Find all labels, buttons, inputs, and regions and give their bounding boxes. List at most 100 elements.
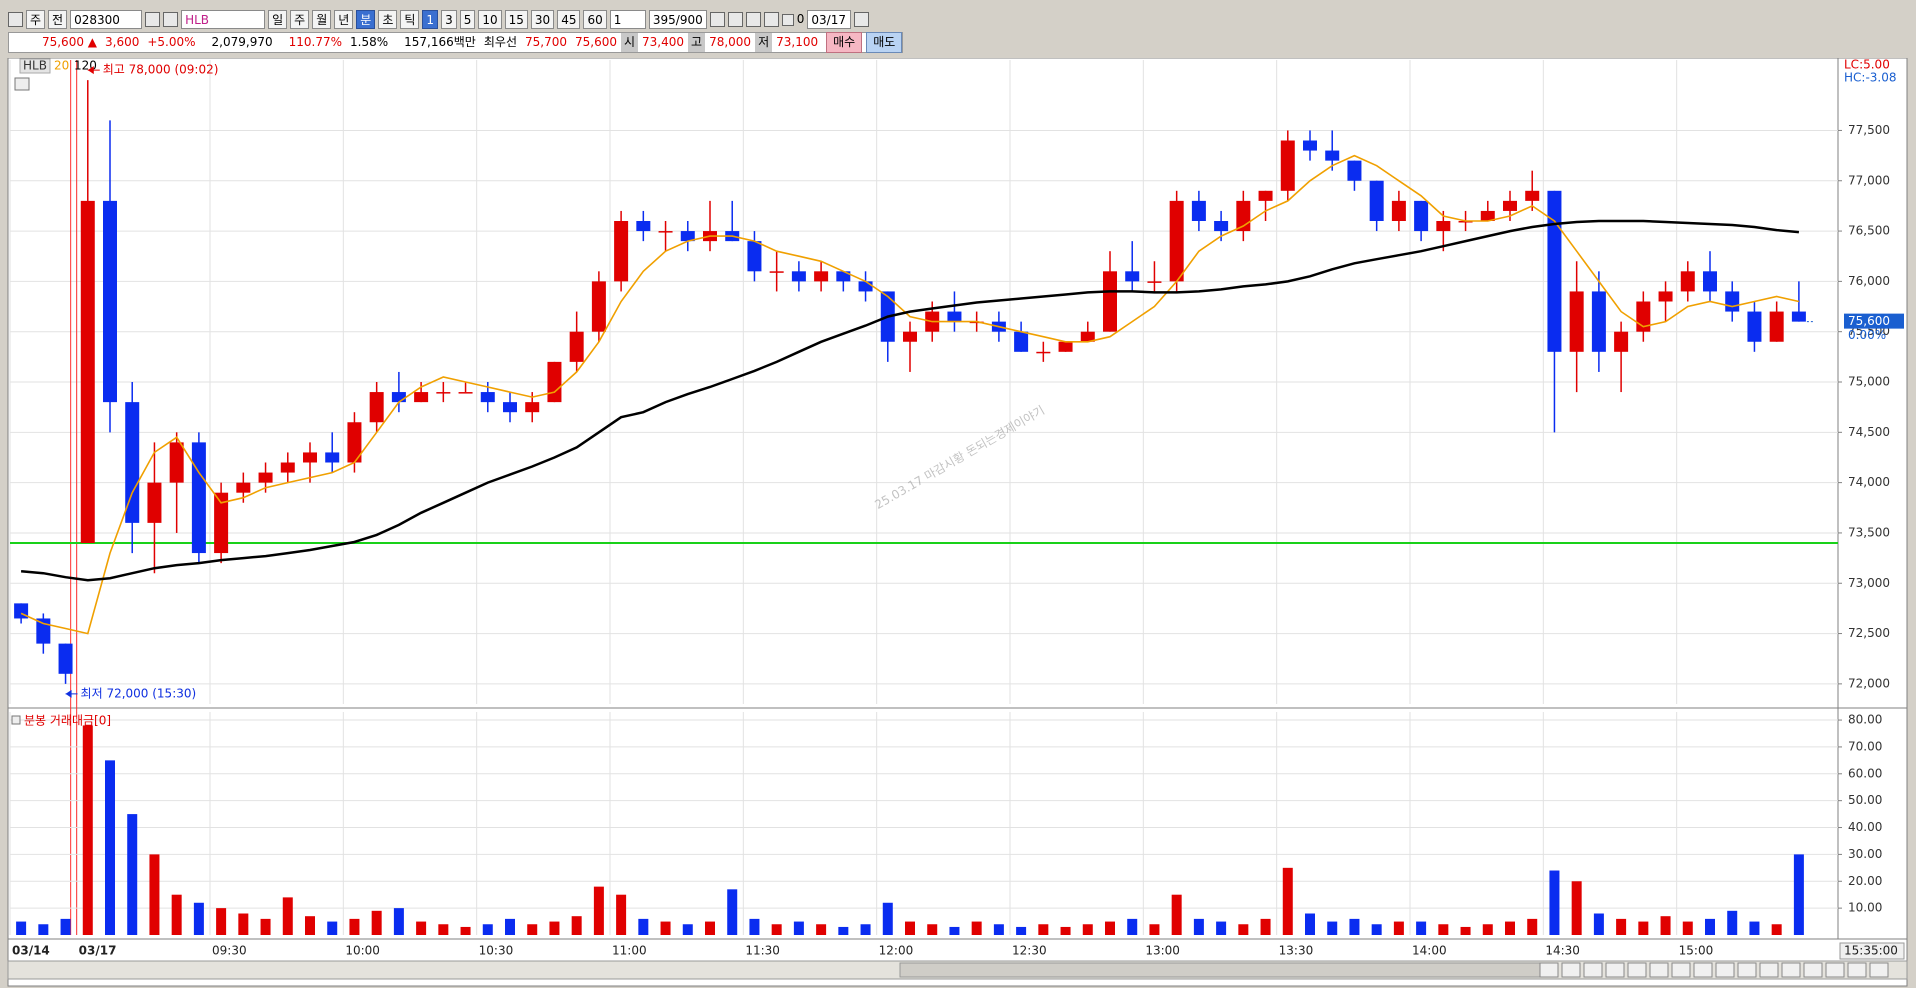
scroll-button[interactable] <box>1781 962 1801 978</box>
volume-bar <box>1660 916 1671 935</box>
tool-icon[interactable] <box>745 12 761 27</box>
candle-body <box>1503 200 1517 211</box>
volume-bar <box>371 910 382 935</box>
volume-bar <box>1105 921 1115 935</box>
scroll-button[interactable] <box>1561 962 1581 978</box>
code-input[interactable]: 028300 <box>70 10 143 29</box>
volume-bar <box>1549 870 1560 935</box>
scroll-button[interactable] <box>1539 962 1559 978</box>
date-box[interactable]: 03/17 <box>807 10 852 29</box>
checkbox[interactable] <box>781 13 794 26</box>
x-tick-label: 03/14 <box>12 944 50 958</box>
volume-bar <box>1171 894 1182 935</box>
sell-button[interactable]: 매도 <box>866 32 903 53</box>
period-button[interactable]: 초 <box>378 10 398 29</box>
period-button[interactable]: 일 <box>268 10 288 29</box>
interval-button[interactable]: 45 <box>557 10 581 29</box>
interval-button[interactable]: 60 <box>583 10 607 29</box>
candle-body <box>169 442 184 483</box>
volume-bar <box>505 918 515 935</box>
volume-bar <box>127 814 138 935</box>
high-label: 고 <box>688 33 706 52</box>
sound-icon[interactable] <box>163 12 179 27</box>
y-tick-label: 70.00 <box>1848 739 1882 753</box>
low: 73,100 <box>776 35 819 49</box>
volume-bar <box>238 913 249 935</box>
volume-bar <box>993 924 1004 935</box>
y-tick-label: 30.00 <box>1848 847 1882 861</box>
period-button[interactable]: 년 <box>334 10 354 29</box>
scroll-button[interactable] <box>1583 962 1603 978</box>
interval-button[interactable]: 30 <box>530 10 555 29</box>
volume-bar <box>1460 926 1471 935</box>
y-tick-label: 50.00 <box>1848 793 1882 807</box>
volume-bar <box>1793 854 1804 935</box>
volume-bar <box>1305 913 1315 935</box>
scroll-button[interactable] <box>1847 962 1867 978</box>
interval-button[interactable]: 10 <box>478 10 502 29</box>
volume-bar <box>149 854 160 935</box>
x-tick-label: 13:00 <box>1145 944 1180 958</box>
annotation-arrow <box>65 689 72 698</box>
candle-body <box>814 271 829 282</box>
volume-bar <box>682 924 693 935</box>
tool-icon[interactable] <box>709 12 725 27</box>
prev-button[interactable]: 전 <box>48 10 68 29</box>
scroll-button[interactable] <box>1693 962 1713 978</box>
buy-button[interactable]: 매수 <box>826 32 863 53</box>
calendar-icon[interactable] <box>854 12 870 27</box>
interval-button[interactable]: 1 <box>422 10 439 29</box>
scroll-button[interactable] <box>1825 962 1845 978</box>
volume-bar <box>1416 921 1427 935</box>
icon[interactable] <box>8 12 23 27</box>
scroll-button[interactable] <box>1715 962 1735 978</box>
scroll-button[interactable] <box>1803 962 1823 978</box>
x-tick-label: 12:00 <box>879 944 914 958</box>
candle-body <box>547 361 562 403</box>
search-icon[interactable] <box>145 12 161 27</box>
amount: 157,166백만 <box>404 35 476 49</box>
period-button[interactable]: 월 <box>312 10 332 29</box>
candle-body <box>1791 311 1806 322</box>
name-box[interactable]: HLB <box>181 10 266 29</box>
period-button[interactable]: 분 <box>356 10 376 29</box>
period-button[interactable]: 틱 <box>400 10 420 29</box>
volume-bar <box>816 924 827 935</box>
candle-body <box>480 392 495 403</box>
tool-icon[interactable] <box>727 12 743 27</box>
interval-button[interactable]: 5 <box>459 10 476 29</box>
volume-bar <box>1571 881 1582 935</box>
annotation-arrow <box>87 66 94 75</box>
candle-body <box>436 392 451 394</box>
scroll-button[interactable] <box>1759 962 1779 978</box>
count-box[interactable]: 395/900 <box>648 10 707 29</box>
volume-bar <box>105 760 115 935</box>
volume-bar <box>1371 924 1382 935</box>
y-tick-label: 74,000 <box>1848 475 1890 489</box>
tool-icon[interactable] <box>763 12 779 27</box>
scroll-button[interactable] <box>1737 962 1757 978</box>
candle-body <box>391 392 406 403</box>
scroll-button[interactable] <box>1649 962 1669 978</box>
legend-box <box>19 58 51 74</box>
interval-button[interactable]: 15 <box>504 10 528 29</box>
y-tick-label: 77,000 <box>1848 173 1890 187</box>
candle-body <box>1769 311 1784 342</box>
volume-bar <box>1527 918 1538 935</box>
period-button[interactable]: 주 <box>290 10 310 29</box>
volume-bar <box>216 908 227 935</box>
candle-body <box>1547 190 1562 352</box>
market-select[interactable]: 주 <box>26 10 46 29</box>
volume-bar <box>771 924 782 935</box>
scroll-button[interactable] <box>1671 962 1691 978</box>
interval-button[interactable]: 3 <box>441 10 457 29</box>
interval-select[interactable]: 1 <box>609 10 646 29</box>
scroll-button[interactable] <box>1605 962 1625 978</box>
volume-bar <box>260 918 271 935</box>
candle-body <box>280 462 295 473</box>
open: 73,400 <box>642 35 685 49</box>
scroll-button[interactable] <box>1627 962 1647 978</box>
scroll-button[interactable] <box>1869 962 1889 978</box>
volume-bar <box>638 918 649 935</box>
